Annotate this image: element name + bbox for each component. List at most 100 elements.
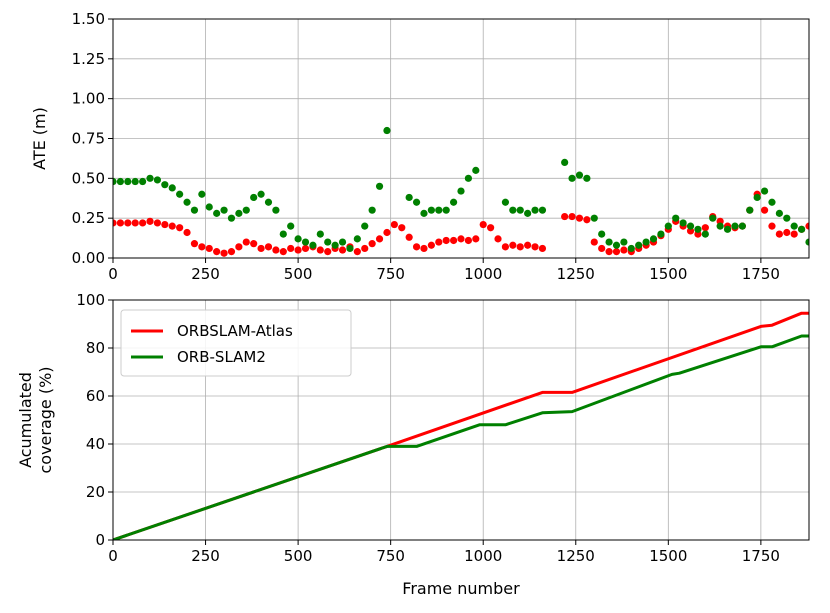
data-point bbox=[398, 224, 406, 232]
data-point bbox=[435, 238, 443, 246]
data-point bbox=[235, 209, 243, 217]
data-point bbox=[583, 216, 591, 224]
data-point bbox=[287, 222, 295, 230]
data-point bbox=[635, 241, 643, 249]
data-point bbox=[227, 248, 236, 256]
y-tick-label: 0.25 bbox=[72, 209, 105, 227]
data-point bbox=[361, 222, 369, 230]
data-point bbox=[131, 219, 139, 227]
data-point bbox=[449, 198, 458, 206]
data-layer bbox=[113, 311, 809, 540]
data-point bbox=[783, 228, 791, 237]
y-tick-label: 0 bbox=[95, 531, 105, 549]
data-point bbox=[805, 238, 809, 246]
data-point bbox=[768, 222, 776, 230]
data-point bbox=[198, 243, 206, 251]
data-point bbox=[146, 217, 154, 225]
data-point bbox=[294, 235, 302, 243]
x-tick-label: 1000 bbox=[464, 547, 502, 565]
data-point bbox=[227, 214, 236, 222]
x-tick-label: 1500 bbox=[649, 265, 687, 283]
data-point bbox=[176, 224, 184, 232]
data-point bbox=[760, 206, 769, 214]
data-point bbox=[338, 246, 347, 254]
data-point bbox=[250, 193, 258, 202]
data-point bbox=[139, 177, 147, 186]
data-point bbox=[124, 219, 132, 227]
data-point bbox=[242, 206, 250, 214]
data-point bbox=[331, 241, 339, 249]
data-point bbox=[686, 222, 695, 230]
y-tick-label: 40 bbox=[86, 435, 105, 453]
data-point bbox=[524, 241, 532, 249]
data-point bbox=[116, 177, 125, 186]
data-point bbox=[768, 198, 776, 206]
data-point bbox=[442, 236, 450, 245]
y-axis-label: Acumulatedcoverage (%) bbox=[16, 366, 55, 473]
data-point bbox=[257, 244, 265, 253]
data-point bbox=[672, 214, 680, 222]
data-point bbox=[464, 236, 473, 245]
data-point bbox=[575, 214, 584, 222]
data-point bbox=[272, 206, 280, 214]
data-point bbox=[501, 243, 510, 251]
data-point bbox=[368, 206, 376, 214]
data-point bbox=[250, 240, 258, 248]
data-point bbox=[279, 248, 287, 256]
data-point bbox=[649, 235, 658, 243]
data-point bbox=[575, 171, 584, 179]
coverage-subplot: 0 250 500 750 1000 1250 1500 1750 0 20 40 60 80 100 Fr… bbox=[16, 291, 810, 598]
data-point bbox=[279, 230, 287, 238]
axes-frame bbox=[112, 299, 810, 541]
data-point bbox=[561, 212, 569, 221]
data-point bbox=[412, 198, 421, 206]
data-point bbox=[501, 198, 510, 206]
y-axis-label: ATE (m) bbox=[30, 107, 49, 170]
data-point bbox=[701, 224, 709, 232]
data-point bbox=[264, 198, 273, 206]
x-tick-label: 0 bbox=[108, 265, 118, 283]
data-point bbox=[775, 209, 783, 217]
data-point bbox=[709, 214, 717, 222]
data-point bbox=[168, 222, 176, 230]
data-point bbox=[760, 187, 769, 195]
x-tick-label: 1000 bbox=[464, 265, 502, 283]
data-point bbox=[131, 177, 139, 186]
data-point bbox=[531, 243, 539, 251]
data-point bbox=[457, 235, 465, 243]
data-point bbox=[494, 235, 502, 243]
data-point bbox=[561, 158, 569, 166]
data-point bbox=[124, 177, 132, 186]
data-point bbox=[205, 203, 213, 211]
data-point bbox=[375, 235, 384, 243]
data-point bbox=[746, 206, 754, 214]
data-point bbox=[205, 244, 213, 253]
data-point bbox=[516, 206, 524, 214]
data-point bbox=[598, 230, 606, 238]
data-point bbox=[161, 220, 169, 229]
data-point bbox=[161, 181, 169, 189]
data-point bbox=[457, 187, 465, 195]
data-point bbox=[139, 219, 147, 227]
data-point bbox=[701, 230, 709, 238]
y-tick-label: 1.50 bbox=[72, 10, 105, 28]
data-point bbox=[383, 126, 391, 135]
y-tick-label: 100 bbox=[76, 291, 105, 309]
data-point bbox=[146, 174, 154, 182]
data-point bbox=[694, 225, 702, 233]
data-point bbox=[664, 222, 672, 230]
data-point bbox=[723, 225, 732, 233]
data-point bbox=[472, 166, 480, 174]
data-point bbox=[679, 219, 687, 227]
data-point bbox=[598, 244, 606, 253]
data-point bbox=[287, 244, 295, 253]
data-point bbox=[590, 238, 598, 246]
data-point bbox=[257, 190, 265, 198]
data-point bbox=[183, 198, 191, 206]
data-point bbox=[479, 220, 487, 229]
data-point bbox=[753, 193, 761, 202]
legend-entry: ORBSLAM-Atlas bbox=[177, 322, 293, 340]
data-point bbox=[338, 238, 347, 246]
y-tick-label: 60 bbox=[86, 387, 105, 405]
